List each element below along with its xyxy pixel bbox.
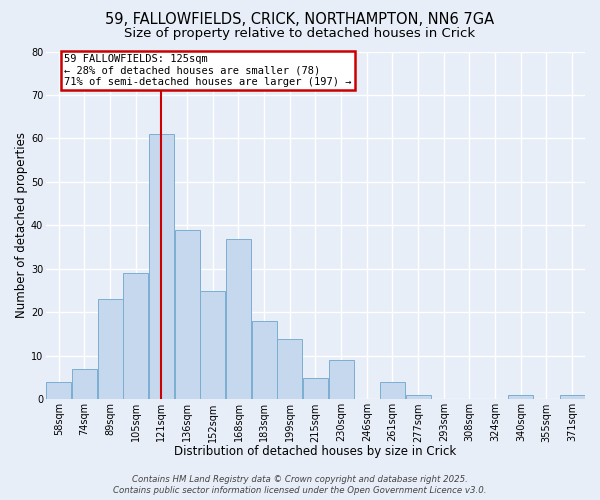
X-axis label: Distribution of detached houses by size in Crick: Distribution of detached houses by size … <box>175 444 457 458</box>
Bar <box>560 395 585 400</box>
Bar <box>508 395 533 400</box>
Bar <box>303 378 328 400</box>
Bar <box>149 134 174 400</box>
Text: Contains HM Land Registry data © Crown copyright and database right 2025.: Contains HM Land Registry data © Crown c… <box>132 475 468 484</box>
Text: 59, FALLOWFIELDS, CRICK, NORTHAMPTON, NN6 7GA: 59, FALLOWFIELDS, CRICK, NORTHAMPTON, NN… <box>106 12 494 28</box>
Bar <box>277 338 302 400</box>
Bar <box>406 395 431 400</box>
Bar <box>72 369 97 400</box>
Bar <box>251 321 277 400</box>
Text: Contains public sector information licensed under the Open Government Licence v3: Contains public sector information licen… <box>113 486 487 495</box>
Bar <box>380 382 405 400</box>
Bar <box>175 230 200 400</box>
Bar <box>200 290 226 400</box>
Y-axis label: Number of detached properties: Number of detached properties <box>15 132 28 318</box>
Bar <box>123 274 148 400</box>
Bar <box>226 238 251 400</box>
Bar <box>46 382 71 400</box>
Bar <box>98 300 122 400</box>
Text: 59 FALLOWFIELDS: 125sqm
← 28% of detached houses are smaller (78)
71% of semi-de: 59 FALLOWFIELDS: 125sqm ← 28% of detache… <box>64 54 352 87</box>
Text: Size of property relative to detached houses in Crick: Size of property relative to detached ho… <box>124 28 476 40</box>
Bar <box>329 360 354 400</box>
